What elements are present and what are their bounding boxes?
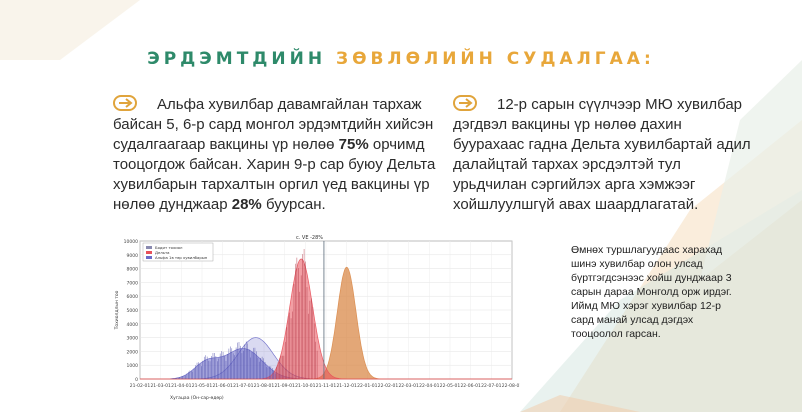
left-text-mid: орчимд тооцогдож байсан. Харин 9-р сар б… <box>113 136 436 213</box>
stat-75: 75% <box>338 136 369 153</box>
x-tick-label: 22-03-01 <box>398 383 419 389</box>
title-part1: ЭРДЭМТДИЙН <box>147 49 327 69</box>
chart-svg: 0 1000 2000 3000 4000 5000 6000 7000 8000 9000 100… <box>114 235 520 401</box>
x-tick-label: 21-08-01 <box>254 383 275 389</box>
y-tick-label: 2000 <box>127 349 139 355</box>
x-tick-label: 21-02-01 <box>130 383 151 389</box>
title-part2: ЗӨВЛӨЛИЙН СУДАЛГАА: <box>336 49 655 69</box>
legend-swatch <box>146 246 152 249</box>
x-tick-label: 21-04-01 <box>171 383 192 389</box>
left-paragraph: Альфа хувилбар давамгайлан тархаж байсан… <box>113 95 438 215</box>
right-paragraph: 12-р сарын сүүлчээр МЮ хувилбар дэгдвэл … <box>453 95 753 215</box>
y-tick-label: 0 <box>135 377 138 383</box>
x-tick-label: 21-03-01 <box>150 383 171 389</box>
legend-swatch <box>146 256 152 259</box>
x-tick-label: 22-05-01 <box>440 383 461 389</box>
left-text-post: буурсан. <box>261 196 326 213</box>
legend-label: Альфа 1в төр хувилбарын <box>155 255 208 260</box>
x-tick-label: 21-12-01 <box>336 383 357 389</box>
y-tick-label: 10000 <box>124 239 138 245</box>
y-tick-label: 6000 <box>127 294 139 300</box>
x-tick-label: 22-07-01 <box>481 383 502 389</box>
arrow-right-circle-icon <box>453 95 477 111</box>
y-tick-label: 8000 <box>127 267 139 273</box>
stat-28: 28% <box>231 196 262 213</box>
x-tick-label: 21-09-01 <box>274 383 295 389</box>
y-tick-label: 1000 <box>127 363 139 369</box>
x-tick-label: 22-02-01 <box>378 383 399 389</box>
x-tick-label: 22-08-01 <box>502 383 520 389</box>
y-tick-label: 3000 <box>127 336 139 342</box>
y-tick-label: 4000 <box>127 322 139 328</box>
right-text: 12-р сарын сүүлчээр МЮ хувилбар дэгдвэл … <box>453 96 751 213</box>
page-title: ЭРДЭМТДИЙН ЗӨВЛӨЛИЙН СУДАЛГАА: <box>0 49 802 69</box>
chart-title: с. VE -28% <box>296 235 323 241</box>
x-tick-label: 21-11-01 <box>316 383 337 389</box>
legend-label: Бодит тохиол <box>155 245 183 250</box>
legend-label: Дельта <box>155 250 170 255</box>
y-tick-label: 9000 <box>127 253 139 259</box>
legend-swatch <box>146 251 152 254</box>
x-tick-label: 21-10-01 <box>295 383 316 389</box>
epidemic-chart: 0 1000 2000 3000 4000 5000 6000 7000 8000 9000 100… <box>110 231 520 403</box>
side-note: Өмнөх туршлагуудаас харахад шинэ хувилба… <box>571 244 732 340</box>
y-tick-label: 5000 <box>127 308 139 314</box>
y-tick-label: 7000 <box>127 280 139 286</box>
arrow-right-circle-icon <box>113 95 137 111</box>
x-tick-label: 22-06-01 <box>460 383 481 389</box>
x-tick-label: 22-01-01 <box>357 383 378 389</box>
x-tick-label: 21-05-01 <box>192 383 213 389</box>
y-axis-label: Тохиолдлын тоо <box>114 290 120 330</box>
x-axis-label: Хугацаа (Он-сар-өдөр) <box>170 395 224 401</box>
x-tick-label: 21-06-01 <box>212 383 233 389</box>
series-area-1 <box>140 258 512 380</box>
left-text-pre: Альфа хувилбар давамгайлан тархаж байсан… <box>113 96 434 153</box>
x-tick-label: 22-04-01 <box>419 383 440 389</box>
legend-box <box>142 242 214 262</box>
x-tick-label: 21-07-01 <box>233 383 254 389</box>
